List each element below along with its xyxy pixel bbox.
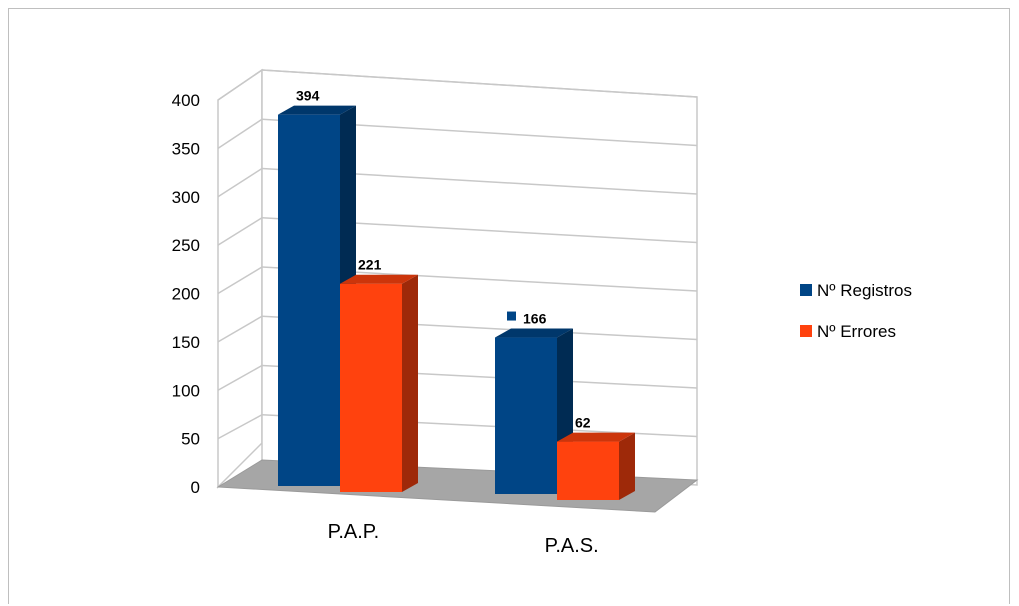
gridline-side	[217, 414, 263, 440]
y-tick-label: 150	[172, 333, 200, 352]
bar-top	[557, 432, 635, 442]
bar	[340, 283, 402, 492]
gridline-side	[217, 217, 263, 246]
y-tick-label: 300	[172, 188, 200, 207]
y-tick-label: 400	[172, 91, 200, 110]
data-label: 221	[358, 257, 382, 273]
gridline-side	[217, 364, 263, 391]
bars	[278, 105, 635, 500]
bar-side	[402, 274, 418, 492]
gridline-side	[217, 118, 263, 150]
legend: Nº Registros Nº Errores	[800, 281, 912, 341]
data-label-legend-key	[507, 311, 516, 321]
data-labels: 394 221 166 62	[296, 88, 591, 431]
y-tick-label: 100	[172, 381, 200, 400]
legend-swatch	[800, 284, 812, 296]
side-wall	[217, 68, 263, 489]
bar-top	[278, 105, 356, 115]
bar-top	[340, 274, 418, 284]
gridline-side	[217, 315, 263, 343]
data-label: 394	[296, 88, 320, 104]
y-tick-label: 0	[191, 478, 200, 497]
legend-label: Nº Registros	[817, 281, 912, 300]
y-tick-label: 200	[172, 285, 200, 304]
x-axis-categories: P.A.P. P.A.S.	[328, 521, 599, 557]
gridline	[261, 69, 698, 98]
bar-side	[619, 432, 635, 500]
legend-label: Nº Errores	[817, 322, 896, 341]
bar-top	[495, 328, 573, 338]
bar	[495, 337, 557, 494]
gridline-side	[217, 69, 263, 101]
gridline-side	[217, 266, 263, 295]
bar	[278, 114, 340, 486]
y-tick-label: 50	[181, 430, 200, 449]
data-label: 62	[575, 415, 591, 431]
y-axis-ticks: 0 50 100 150 200 250 300 350 400	[172, 91, 200, 497]
bar	[557, 441, 619, 500]
y-tick-label: 350	[172, 139, 200, 158]
category-label: P.A.P.	[328, 521, 380, 543]
category-label: P.A.S.	[545, 535, 599, 557]
gridline-side	[217, 167, 263, 198]
legend-swatch	[800, 325, 812, 337]
y-tick-label: 250	[172, 236, 200, 255]
data-label: 166	[523, 311, 547, 327]
